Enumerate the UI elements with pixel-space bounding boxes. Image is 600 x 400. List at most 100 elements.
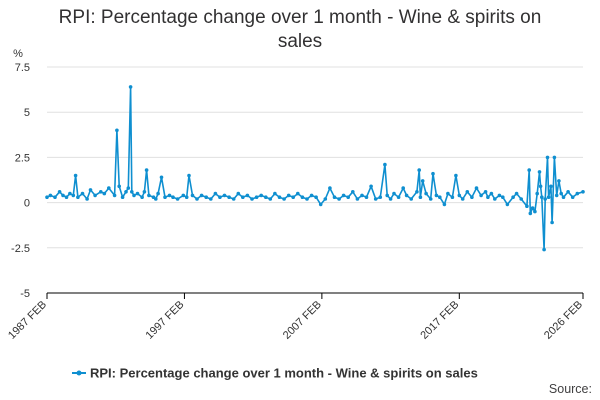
data-point bbox=[554, 193, 559, 198]
data-point bbox=[360, 193, 364, 198]
data-point bbox=[417, 168, 422, 172]
chart-title-line-1: RPI: Percentage change over 1 month - Wi… bbox=[58, 7, 542, 28]
data-point bbox=[314, 195, 318, 199]
data-point bbox=[460, 197, 465, 201]
data-point bbox=[420, 179, 425, 183]
data-point bbox=[434, 193, 439, 198]
data-point bbox=[57, 190, 62, 194]
data-point bbox=[561, 195, 566, 199]
data-point bbox=[552, 155, 557, 160]
data-point bbox=[323, 197, 328, 201]
data-point bbox=[454, 173, 458, 178]
x-tick-label: 1997 FEB bbox=[143, 299, 186, 342]
data-point bbox=[341, 193, 346, 198]
data-point bbox=[550, 220, 554, 225]
data-point bbox=[493, 197, 497, 201]
data-point bbox=[85, 197, 89, 201]
data-point bbox=[438, 195, 442, 199]
data-point bbox=[351, 190, 355, 194]
legend-label: RPI: Percentage change over 1 month - Wi… bbox=[90, 366, 478, 381]
data-point bbox=[300, 195, 305, 199]
data-point bbox=[318, 202, 323, 207]
data-point bbox=[107, 186, 111, 190]
data-point bbox=[428, 197, 433, 201]
data-point bbox=[135, 191, 140, 196]
data-point bbox=[259, 193, 264, 198]
source-label: Source: bbox=[548, 382, 592, 396]
data-point bbox=[545, 155, 550, 160]
data-point bbox=[291, 195, 296, 199]
data-point bbox=[527, 168, 531, 172]
data-point bbox=[167, 193, 172, 198]
data-point bbox=[404, 193, 409, 198]
data-point bbox=[93, 193, 97, 198]
data-point bbox=[525, 204, 529, 208]
data-point bbox=[581, 190, 585, 194]
chart-title-line-2: sales bbox=[277, 31, 323, 52]
data-point bbox=[199, 193, 204, 198]
data-point bbox=[204, 195, 208, 199]
data-point bbox=[112, 193, 117, 198]
data-point bbox=[385, 193, 390, 198]
data-point bbox=[559, 191, 563, 196]
data-point bbox=[355, 197, 360, 201]
data-point bbox=[132, 193, 136, 198]
data-point bbox=[227, 195, 231, 199]
data-point bbox=[147, 193, 151, 198]
data-point bbox=[575, 191, 580, 196]
data-point bbox=[142, 190, 147, 194]
data-point bbox=[540, 195, 544, 199]
data-point bbox=[479, 193, 483, 198]
data-point bbox=[505, 202, 510, 207]
data-point bbox=[236, 191, 241, 196]
data-point bbox=[190, 193, 195, 198]
data-point bbox=[209, 197, 213, 201]
data-point bbox=[222, 193, 227, 198]
data-point bbox=[546, 195, 551, 199]
data-point bbox=[328, 186, 332, 190]
data-point bbox=[514, 191, 519, 196]
data-point bbox=[511, 195, 515, 199]
data-point bbox=[181, 193, 186, 198]
data-point bbox=[369, 184, 373, 189]
data-point bbox=[163, 195, 167, 199]
data-point bbox=[88, 188, 93, 192]
data-point bbox=[483, 190, 488, 194]
data-point bbox=[231, 197, 236, 201]
data-point bbox=[245, 193, 250, 198]
data-point bbox=[115, 128, 119, 133]
data-point bbox=[533, 209, 537, 214]
data-point bbox=[497, 193, 502, 198]
data-point bbox=[528, 211, 533, 216]
data-point bbox=[273, 191, 277, 196]
y-axis-unit-label: % bbox=[13, 48, 23, 60]
data-point bbox=[282, 197, 286, 201]
data-point bbox=[570, 195, 575, 199]
data-point bbox=[401, 186, 406, 190]
series-wine-spirits bbox=[45, 85, 585, 252]
y-tick-label: -2.5 bbox=[11, 243, 30, 255]
legend[interactable]: RPI: Percentage change over 1 month - Wi… bbox=[72, 366, 478, 381]
data-point bbox=[250, 197, 254, 201]
data-point bbox=[159, 175, 164, 180]
data-point bbox=[286, 193, 291, 198]
data-point bbox=[80, 191, 85, 196]
data-point bbox=[535, 191, 539, 196]
data-point bbox=[457, 193, 462, 198]
y-tick-label: 5 bbox=[24, 107, 30, 119]
data-point bbox=[124, 190, 128, 194]
data-point bbox=[264, 195, 268, 199]
data-point bbox=[442, 202, 447, 207]
data-point bbox=[396, 195, 401, 199]
gridlines bbox=[47, 66, 583, 249]
data-point bbox=[53, 195, 57, 199]
data-point bbox=[61, 193, 65, 198]
data-point bbox=[364, 195, 369, 199]
data-point bbox=[268, 197, 273, 201]
data-point bbox=[474, 186, 479, 190]
y-tick-label: 7.5 bbox=[15, 62, 30, 74]
data-point bbox=[175, 197, 180, 201]
legend-marker bbox=[76, 370, 82, 376]
data-point bbox=[76, 195, 80, 199]
data-point bbox=[195, 197, 199, 201]
